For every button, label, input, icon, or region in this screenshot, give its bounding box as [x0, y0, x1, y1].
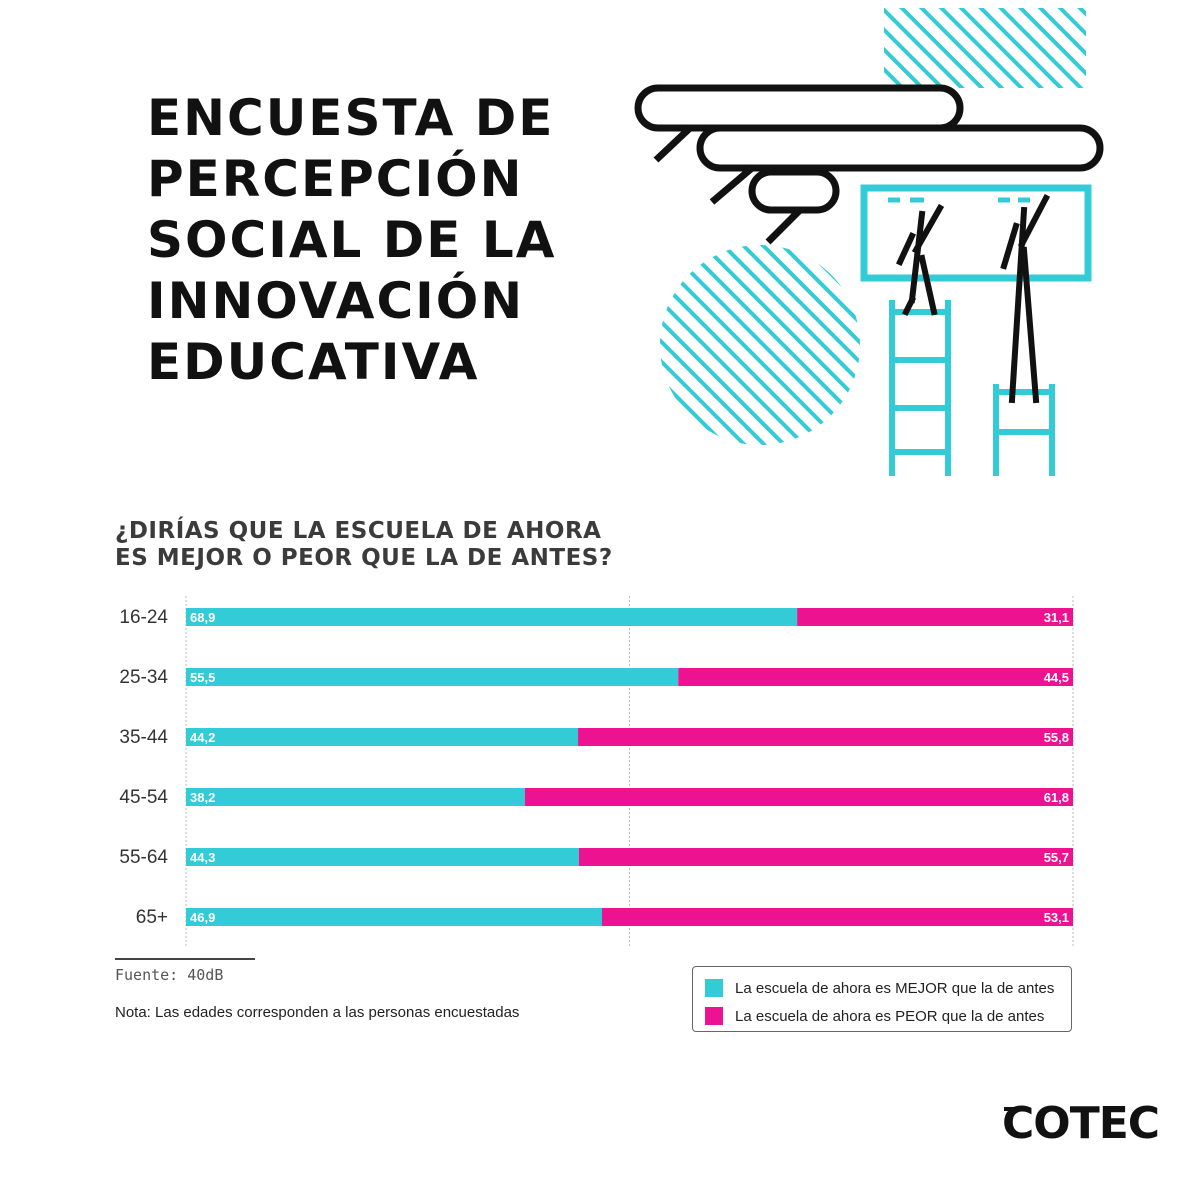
bar-mejor [186, 608, 798, 626]
legend-item-peor: La escuela de ahora es PEOR que la de an… [705, 1007, 1044, 1025]
stick-figure-right-icon [1000, 193, 1051, 404]
category-label: 65+ [136, 907, 168, 928]
category-label: 45-54 [119, 787, 168, 808]
category-label: 55-64 [119, 847, 168, 868]
bar-peor [797, 608, 1073, 626]
hatched-circle [660, 245, 860, 445]
stick-figure-left-icon [896, 203, 945, 317]
ladder-left-icon [889, 300, 951, 476]
category-label: 35-44 [119, 727, 168, 748]
bar-peor [578, 728, 1073, 746]
question-line: ¿DIRÍAS QUE LA ESCUELA DE AHORA [115, 518, 602, 544]
cotec-logo: COTEC [1002, 1098, 1160, 1149]
legend-swatch-mejor [705, 979, 723, 997]
legend-label-mejor: La escuela de ahora es MEJOR que la de a… [735, 979, 1055, 997]
data-label-mejor: 38,2 [190, 790, 215, 805]
page-title: ENCUESTA DE PERCEPCIÓN SOCIAL DE LA INNO… [147, 88, 556, 393]
data-label-mejor: 44,3 [190, 850, 215, 865]
data-label-mejor: 44,2 [190, 730, 215, 745]
logo-bar [1004, 1107, 1022, 1111]
bar-peor [602, 908, 1073, 926]
bar-mejor [186, 848, 579, 866]
bar-mejor [186, 728, 579, 746]
legend-item-mejor: La escuela de ahora es MEJOR que la de a… [705, 979, 1054, 997]
title-line: EDUCATIVA [147, 333, 480, 391]
data-label-mejor: 46,9 [190, 910, 215, 925]
data-label-peor: 53,1 [1044, 910, 1069, 925]
chart-question: ¿DIRÍAS QUE LA ESCUELA DE AHORA ES MEJOR… [115, 518, 613, 572]
bar-peor [678, 668, 1073, 686]
bar-peor [524, 788, 1073, 806]
data-label-peor: 61,8 [1044, 790, 1069, 805]
note-text: Nota: Las edades corresponden a las pers… [115, 1004, 520, 1021]
data-label-mejor: 55,5 [190, 670, 215, 685]
source-text: Fuente: 40dB [115, 966, 224, 984]
hatched-rectangle [884, 8, 1086, 88]
title-line: ENCUESTA DE [147, 89, 555, 147]
category-label: 16-24 [119, 607, 168, 628]
question-line: ES MEJOR O PEOR QUE LA DE ANTES? [115, 545, 613, 571]
bar-mejor [186, 908, 603, 926]
stacked-bar-chart: 16-24 68,9 31,1 25-34 55,5 44,5 35-44 44,2 55,8 4… [119, 596, 1074, 946]
data-label-peor: 55,8 [1044, 730, 1069, 745]
decorative-illustration [634, 8, 1104, 476]
data-label-peor: 44,5 [1044, 670, 1069, 685]
source-divider [115, 958, 255, 960]
blackboard [860, 184, 1092, 282]
ladder-right-icon [993, 384, 1055, 476]
category-label: 25-34 [119, 667, 168, 688]
chart-legend: La escuela de ahora es MEJOR que la de a… [692, 966, 1072, 1032]
bar-peor [578, 848, 1073, 866]
title-line: SOCIAL DE LA [147, 211, 557, 269]
data-label-mejor: 68,9 [190, 610, 215, 625]
legend-label-peor: La escuela de ahora es PEOR que la de an… [735, 1007, 1045, 1025]
data-label-peor: 55,7 [1044, 850, 1069, 865]
bar-mejor [186, 788, 525, 806]
title-line: INNOVACIÓN [147, 272, 525, 330]
data-label-peor: 31,1 [1044, 610, 1069, 625]
speech-bubbles-icon [634, 84, 1104, 245]
title-line: PERCEPCIÓN [147, 150, 524, 208]
bar-mejor [186, 668, 679, 686]
legend-swatch-peor [705, 1007, 723, 1025]
